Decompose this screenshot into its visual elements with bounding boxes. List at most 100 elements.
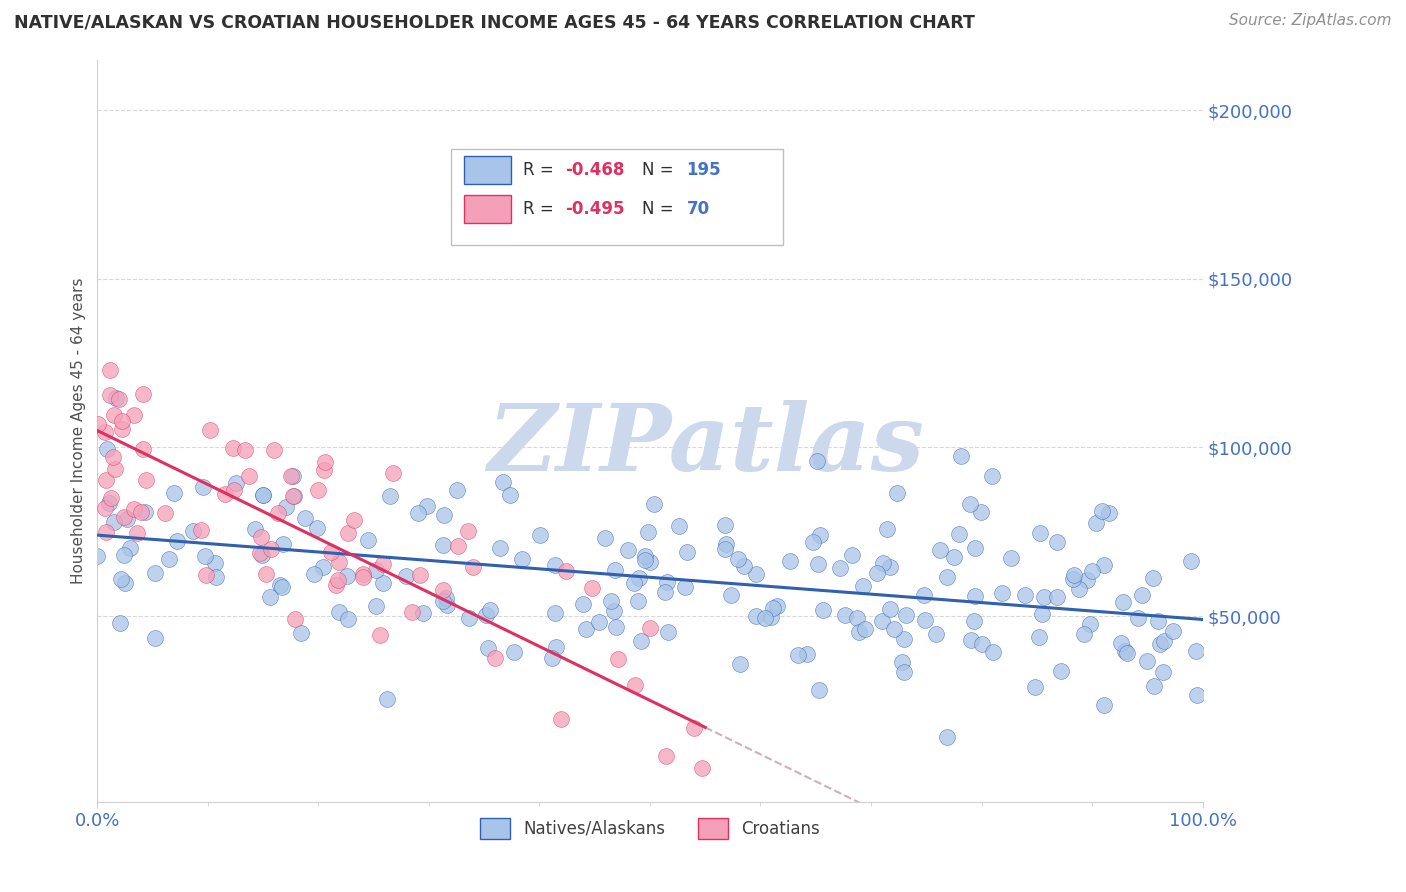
Point: [267, 507, 290, 521]
Point: [806, 454, 828, 468]
Point: [238, 469, 260, 483]
Point: [1130, 588, 1153, 602]
Point: [195, 567, 218, 582]
Point: [754, 610, 776, 624]
Point: [328, 555, 350, 569]
Point: [1081, 564, 1104, 578]
Point: [733, 559, 755, 574]
Point: [627, 571, 650, 585]
Point: [271, 537, 294, 551]
Point: [657, 624, 679, 639]
Point: [942, 549, 965, 564]
Point: [936, 731, 959, 745]
Point: [112, 510, 135, 524]
Point: [131, 442, 153, 456]
Point: [373, 576, 395, 591]
Point: [104, 391, 127, 405]
Point: [252, 488, 274, 502]
Point: [893, 665, 915, 680]
Point: [290, 625, 312, 640]
Point: [461, 560, 484, 574]
Point: [1063, 568, 1085, 582]
Point: [194, 549, 217, 564]
Point: [143, 566, 166, 580]
Point: [991, 586, 1014, 600]
Text: R =: R =: [523, 200, 558, 218]
Point: [96, 442, 118, 456]
Point: [86, 549, 108, 564]
Point: [336, 569, 359, 583]
Point: [1069, 582, 1091, 596]
Point: [588, 615, 610, 629]
Point: [761, 601, 783, 615]
Point: [319, 545, 342, 559]
Point: [307, 483, 329, 497]
Point: [841, 548, 863, 562]
Point: [1033, 590, 1056, 604]
Point: [357, 533, 380, 548]
Point: [801, 534, 824, 549]
Point: [655, 749, 678, 764]
Legend: Natives/Alaskans, Croatians: Natives/Alaskans, Croatians: [472, 812, 827, 846]
Point: [263, 442, 285, 457]
Point: [276, 500, 298, 515]
Point: [269, 578, 291, 592]
Point: [98, 362, 121, 376]
Point: [1142, 571, 1164, 585]
Point: [1153, 633, 1175, 648]
Point: [214, 487, 236, 501]
Point: [1031, 607, 1053, 621]
Point: [690, 761, 713, 775]
Point: [98, 388, 121, 402]
Point: [633, 553, 655, 567]
Point: [668, 519, 690, 533]
FancyBboxPatch shape: [451, 149, 783, 245]
Point: [134, 505, 156, 519]
Point: [1126, 611, 1149, 625]
Point: [872, 556, 894, 570]
Point: [326, 573, 349, 587]
Point: [111, 422, 134, 436]
Point: [879, 559, 901, 574]
Text: R =: R =: [523, 161, 558, 179]
Point: [235, 442, 257, 457]
FancyBboxPatch shape: [464, 194, 510, 223]
Point: [1073, 627, 1095, 641]
Point: [657, 575, 679, 590]
Point: [1112, 595, 1135, 609]
Point: [328, 605, 350, 619]
Point: [366, 599, 388, 614]
Point: [283, 469, 305, 483]
Point: [249, 546, 271, 560]
Point: [1024, 680, 1046, 694]
Point: [475, 607, 498, 622]
Point: [382, 467, 405, 481]
Point: [544, 558, 567, 572]
Point: [745, 609, 768, 624]
Point: [198, 423, 221, 437]
Point: [155, 507, 177, 521]
Point: [222, 441, 245, 455]
Point: [960, 632, 983, 647]
Point: [1050, 664, 1073, 678]
Point: [125, 525, 148, 540]
Y-axis label: Householder Income Ages 45 - 64 years: Householder Income Ages 45 - 64 years: [72, 277, 86, 584]
Point: [484, 650, 506, 665]
Point: [107, 392, 129, 406]
Point: [981, 645, 1004, 659]
Point: [811, 603, 834, 617]
Point: [432, 538, 454, 552]
Point: [281, 489, 304, 503]
Point: [1046, 591, 1069, 605]
Point: [883, 622, 905, 636]
Point: [682, 721, 704, 735]
Point: [457, 611, 479, 625]
Point: [412, 607, 434, 621]
Point: [593, 531, 616, 545]
Point: [103, 515, 125, 529]
Point: [409, 568, 432, 582]
Point: [114, 576, 136, 591]
Point: [808, 683, 831, 698]
Point: [433, 508, 456, 522]
Point: [499, 488, 522, 502]
